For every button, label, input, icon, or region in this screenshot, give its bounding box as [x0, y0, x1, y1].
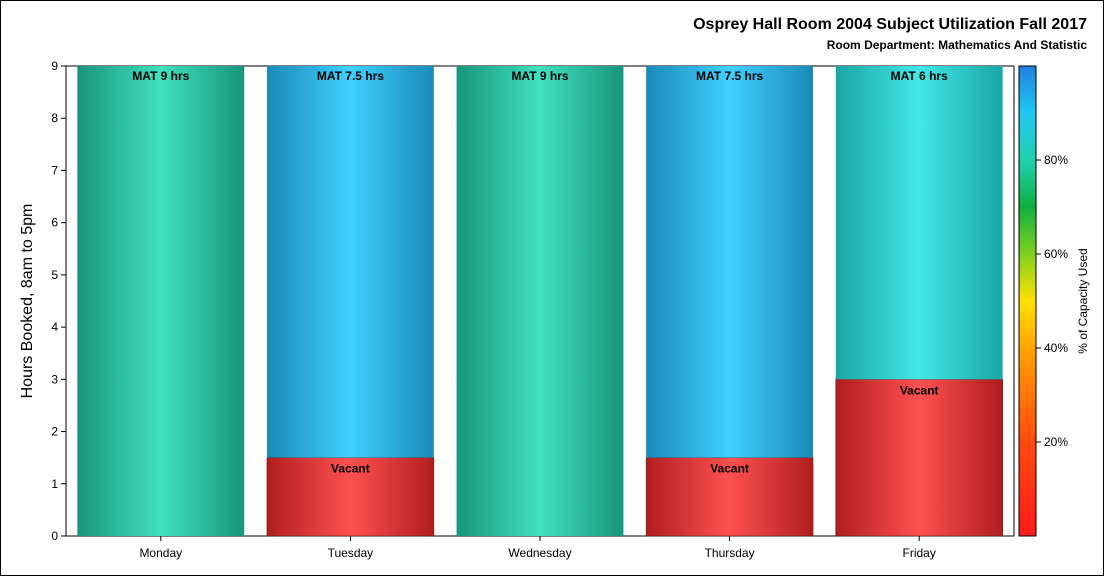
x-tick-label: Wednesday [508, 546, 571, 560]
bar-label-mat: MAT 9 hrs [511, 69, 568, 83]
x-tick-label: Thursday [705, 546, 755, 560]
chart-title: Osprey Hall Room 2004 Subject Utilizatio… [693, 16, 1087, 33]
y-tick-label: 4 [51, 320, 58, 334]
x-axis: Monday Tuesday Wednesday Thursday Friday [139, 536, 936, 560]
colorbar-title: % of Capacity Used [1076, 248, 1090, 353]
chart-subtitle: Room Department: Mathematics And Statist… [827, 38, 1088, 52]
y-tick-label: 2 [51, 425, 58, 439]
y-tick-label: 1 [51, 477, 58, 491]
bar-label-vacant: Vacant [331, 462, 370, 476]
bar-label-vacant: Vacant [710, 462, 749, 476]
colorbar [1018, 65, 1037, 537]
y-tick-label: 9 [51, 59, 58, 73]
y-tick-label: 6 [51, 216, 58, 230]
y-tick-label: 0 [51, 529, 58, 543]
x-tick-label: Friday [903, 546, 936, 560]
bar-label-mat: MAT 6 hrs [891, 69, 948, 83]
bar-label-vacant: Vacant [900, 383, 939, 397]
bar-mat-tuesday [266, 66, 434, 458]
y-tick-label: 5 [51, 268, 58, 282]
bar-label-mat: MAT 9 hrs [132, 69, 189, 83]
colorbar-tick-label: 80% [1044, 153, 1068, 167]
y-axis-label: Hours Booked, 8am to 5pm [19, 204, 36, 399]
x-tick-label: Tuesday [328, 546, 374, 560]
bar-mat-thursday [646, 66, 814, 458]
bar-mat-monday [77, 66, 245, 536]
y-axis: 0 1 2 3 4 5 6 7 8 9 [51, 59, 66, 543]
colorbar-tick-label: 60% [1044, 247, 1068, 261]
bar-label-mat: MAT 7.5 hrs [696, 69, 763, 83]
y-tick-label: 8 [51, 111, 58, 125]
bar-vacant-tuesday [266, 457, 435, 537]
bar-vacant-friday [835, 379, 1003, 537]
bar-mat-friday [835, 66, 1003, 380]
x-tick-label: Monday [139, 546, 182, 560]
bars: MAT 9 hrs Vacant MAT 7.5 hrs MAT 9 hrs Vacan… [77, 66, 1003, 537]
bar-mat-wednesday [456, 66, 624, 536]
y-tick-label: 7 [51, 163, 58, 177]
colorbar-tick-label: 40% [1044, 341, 1068, 355]
colorbar-tick-label: 20% [1044, 435, 1068, 449]
y-tick-label: 3 [51, 372, 58, 386]
bar-label-mat: MAT 7.5 hrs [317, 69, 384, 83]
colorbar-ticks: 20% 40% 60% 80% [1036, 153, 1068, 449]
